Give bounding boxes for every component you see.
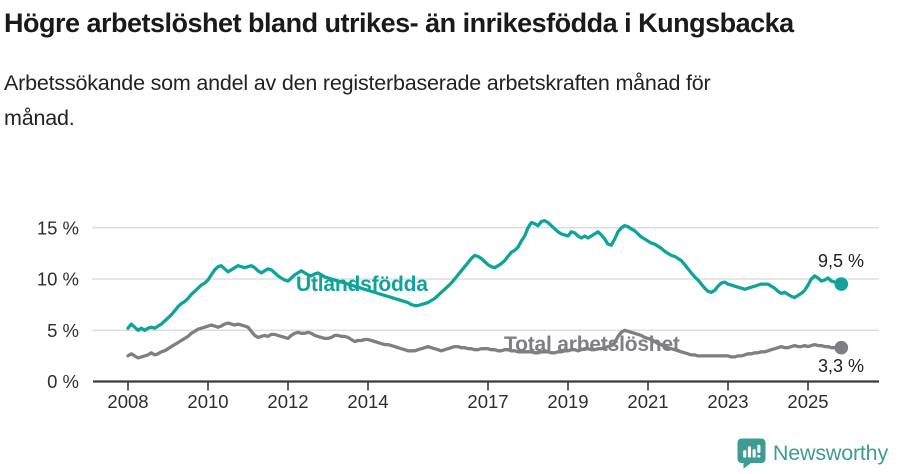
end-value-utlandsfodda: 9,5 %: [818, 251, 865, 271]
newsworthy-logo[interactable]: Newsworthy: [737, 438, 888, 469]
x-tick-label-2012: 2012: [267, 391, 308, 412]
y-tick-label-0: 0 %: [47, 371, 79, 392]
series-end-dot-utlandsf-dda: [834, 277, 849, 291]
x-tick-label-2019: 2019: [547, 391, 588, 412]
end-value-total-arbetsloshet: 3,3 %: [818, 356, 865, 376]
y-tick-label-15: 15 %: [37, 217, 79, 238]
x-tick-label-2010: 2010: [187, 391, 228, 412]
x-tick-label-2008: 2008: [107, 391, 148, 412]
newsworthy-wordmark: Newsworthy: [772, 441, 888, 465]
x-tick-label-2017: 2017: [467, 391, 508, 412]
chart-subtitle: Arbetssökande som andel av den registerb…: [4, 71, 711, 130]
x-tick-label-2023: 2023: [707, 391, 748, 412]
x-tick-label-2014: 2014: [347, 391, 388, 412]
series-label-utlandsfodda: Utlandsfödda: [296, 273, 428, 296]
series-line-total-arbetsl-shet: [126, 321, 843, 360]
series-line-utlandsf-dda: [126, 218, 843, 332]
newsworthy-bar-chart-speech-bubble-icon: [737, 438, 766, 469]
y-tick-label-5: 5 %: [47, 320, 79, 341]
x-tick-label-2025: 2025: [787, 391, 828, 412]
chart-title: Högre arbetslöshet bland utrikes- än inr…: [4, 8, 794, 38]
series-end-dot-total-arbetsl-shet: [834, 340, 849, 355]
x-tick-label-2021: 2021: [627, 391, 668, 412]
series-label-total-arbetsloshet: Total arbetslöshet: [504, 333, 680, 356]
y-tick-label-10: 10 %: [37, 269, 79, 290]
